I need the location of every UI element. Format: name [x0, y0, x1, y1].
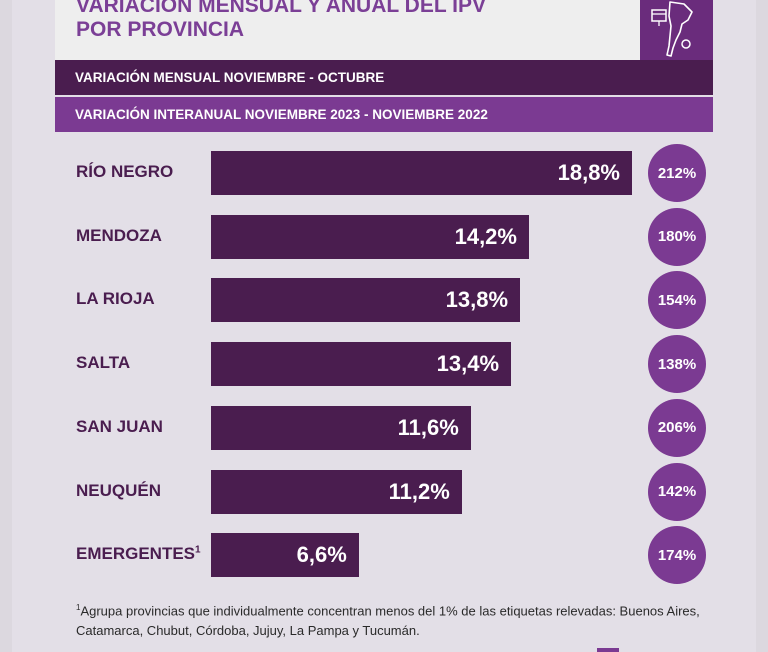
legend-monthly-label: VARIACIÓN MENSUAL NOVIEMBRE - OCTUBRE	[75, 70, 385, 85]
legend-band-interannual: VARIACIÓN INTERANUAL NOVIEMBRE 2023 - NO…	[55, 97, 713, 132]
interannual-circle: 174%	[648, 526, 706, 585]
bar: 18,8%	[211, 151, 632, 195]
category-label: RÍO NEGRO	[76, 162, 174, 181]
header	[55, 0, 640, 60]
bar-value-label: 11,6%	[397, 414, 459, 440]
corner-accent	[597, 648, 619, 652]
interannual-circle: 138%	[648, 335, 706, 394]
south-america-map-icon	[651, 1, 693, 57]
page-title: VARIACIÓN MENSUAL Y ANUAL DEL IPV POR PR…	[76, 0, 486, 41]
category-label: LA RIOJA	[76, 289, 155, 309]
bar: 11,2%	[211, 469, 462, 514]
bar-value-label: 13,8%	[445, 287, 509, 313]
interannual-circle: 212%	[648, 144, 706, 202]
bar-value-label: 13,4%	[436, 351, 500, 377]
bar-value-label: 18,8%	[557, 160, 620, 185]
footnote-marker: 1	[76, 603, 81, 612]
legend-band-monthly: VARIACIÓN MENSUAL NOVIEMBRE - OCTUBRE	[55, 60, 713, 95]
category-superscript: 1	[195, 544, 201, 556]
interannual-circle: 154%	[648, 271, 706, 330]
bar-value-label: 6,6%	[296, 542, 347, 568]
bar: 11,6%	[211, 405, 471, 450]
category-label: SALTA	[76, 353, 131, 373]
bar: 6,6%	[211, 533, 359, 578]
interannual-circle: 206%	[648, 398, 706, 457]
category-label: NEUQUÉN	[76, 480, 162, 500]
legend-interannual-label: VARIACIÓN INTERANUAL NOVIEMBRE 2023 - NO…	[75, 107, 488, 122]
bar: 13,4%	[211, 342, 512, 387]
interannual-circle: 142%	[648, 462, 706, 521]
category-label: MENDOZA	[76, 225, 162, 245]
bar: 13,8%	[211, 278, 521, 323]
bar: 14,2%	[211, 214, 529, 259]
bar-value-label: 11,2%	[388, 478, 450, 504]
footnote-text: Agrupa provincias que individualmente co…	[76, 603, 700, 639]
map-box	[640, 0, 713, 60]
category-label: EMERGENTES1	[76, 544, 201, 564]
bar-value-label: 14,2%	[454, 223, 517, 249]
footnote: 1Agrupa provincias que individualmente c…	[76, 598, 726, 641]
interannual-circle: 180%	[648, 207, 706, 266]
category-label: SAN JUAN	[76, 416, 163, 436]
